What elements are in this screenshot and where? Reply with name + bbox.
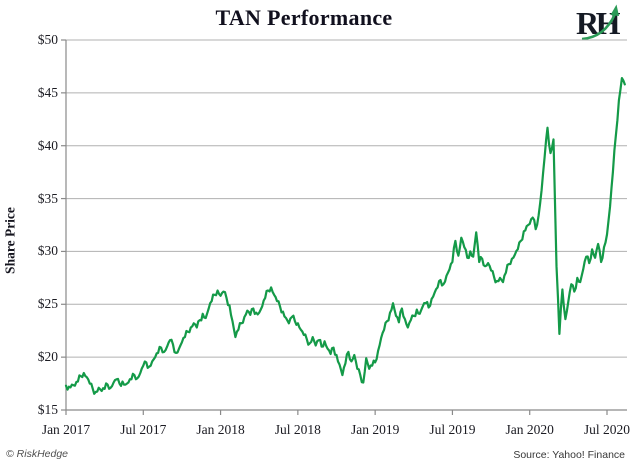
x-tick-label: Jul 2018	[274, 422, 321, 437]
x-tick-label: Jul 2017	[120, 422, 167, 437]
page-title: TAN Performance	[215, 5, 393, 30]
price-line	[64, 76, 626, 395]
x-tick-label: Jan 2018	[196, 422, 245, 437]
x-tick-label: Jan 2019	[350, 422, 400, 437]
x-tick-label: Jul 2019	[429, 422, 476, 437]
y-tick-label: $40	[37, 137, 58, 153]
y-tick-label: $15	[37, 402, 58, 417]
y-tick-label: $20	[37, 349, 58, 365]
y-tick-label: $25	[37, 296, 58, 312]
copyright-text: © RiskHedge	[6, 448, 69, 460]
logo-arrowhead-icon	[610, 4, 619, 16]
y-tick-label: $45	[37, 84, 58, 100]
y-tick-label: $30	[37, 243, 58, 259]
y-tick-label: $35	[37, 190, 58, 206]
x-tick-label: Jul 2020	[583, 422, 630, 437]
source-text: Source: Yahoo! Finance	[513, 449, 625, 461]
x-tick-label: Jan 2017	[41, 422, 91, 437]
logo-arrow-icon	[581, 13, 617, 41]
x-tick-label: Jan 2020	[505, 422, 554, 437]
y-tick-label: $50	[37, 32, 58, 47]
riskhedge-logo: RH	[576, 4, 623, 41]
